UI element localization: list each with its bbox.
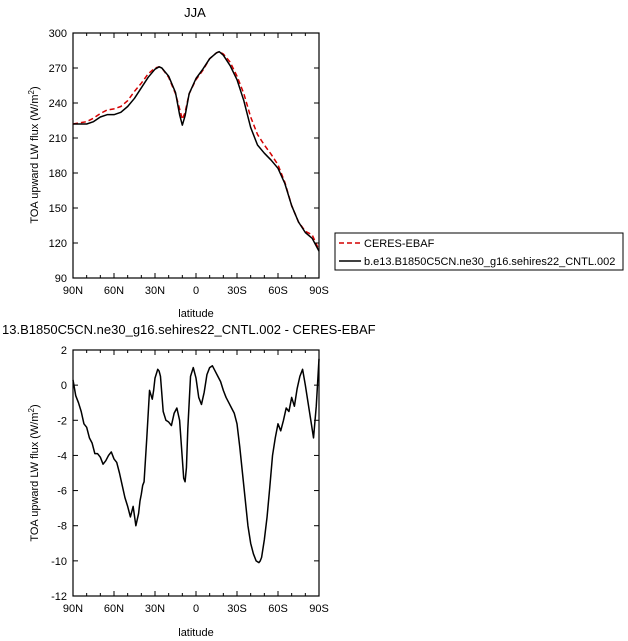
top-plot-x-label: latitude (178, 308, 213, 320)
top-series-line-0 (72, 50, 320, 251)
legend-label-ceres: CERES-EBAF (364, 238, 435, 250)
bottom-plot-y-ticks: -12 -10 -8 -6 -4 -2 0 2 (51, 345, 319, 603)
top-x-tick-label: 60N (104, 285, 124, 297)
legend: CERES-EBAF b.e13.B1850C5CN.ne30_g16.sehi… (334, 232, 624, 271)
bot-x-tick-label: 60N (104, 603, 124, 615)
top-x-tick-label: 30S (227, 285, 247, 297)
top-x-tick-label: 30N (145, 285, 165, 297)
top-y-tick-label: 210 (49, 133, 67, 145)
top-plot: JJA 90 120 150 180 210 240 270 300 90N 60N 30N 0 30… (27, 5, 329, 320)
top-x-tick-label: 60S (268, 285, 288, 297)
top-y-tick-label: 150 (49, 203, 67, 215)
bottom-plot-y-label: TOA upward LW flux (W/m2) (27, 404, 41, 541)
top-plot-y-ticks: 90 120 150 180 210 240 270 300 (49, 28, 319, 285)
top-plot-y-label: TOA upward LW flux (W/m2) (27, 86, 41, 223)
bot-x-tick-label: 90N (63, 603, 83, 615)
bot-y-tick-label: -10 (51, 556, 67, 568)
top-y-tick-label: 240 (49, 98, 67, 110)
bottom-plot-x-ticks: 90N 60N 30N 0 30S 60S 90S (63, 350, 329, 615)
bottom-plot: 13.B1850C5CN.ne30_g16.sehires22_CNTL.002… (2, 322, 376, 639)
bot-y-tick-label: -6 (57, 486, 67, 498)
bottom-plot-frame (72, 349, 320, 597)
bot-y-tick-label: -2 (57, 415, 67, 427)
top-plot-frame (72, 32, 320, 279)
top-x-tick-label: 90S (309, 285, 329, 297)
legend-label-model: b.e13.B1850C5CN.ne30_g16.sehires22_CNTL.… (364, 256, 615, 268)
bot-x-tick-label: 60S (268, 603, 288, 615)
top-series-line-1 (73, 50, 320, 252)
bot-series-line-0 (72, 358, 320, 564)
bot-y-tick-label: 0 (61, 380, 67, 392)
bot-y-tick-label: -4 (57, 450, 67, 462)
top-y-tick-label: 180 (49, 168, 67, 180)
bot-x-tick-label: 0 (193, 603, 199, 615)
bot-y-tick-label: -12 (51, 591, 67, 603)
top-y-tick-label: 120 (49, 238, 67, 250)
bottom-plot-series (72, 358, 320, 564)
top-plot-series (72, 50, 320, 252)
top-y-tick-label: 270 (49, 63, 67, 75)
top-plot-x-ticks: 90N 60N 30N 0 30S 60S 90S (63, 33, 329, 297)
bottom-plot-x-label: latitude (178, 627, 213, 639)
bot-y-tick-label: 2 (61, 345, 67, 357)
bottom-plot-title: 13.B1850C5CN.ne30_g16.sehires22_CNTL.002… (2, 322, 376, 337)
bot-x-tick-label: 30S (227, 603, 247, 615)
top-y-tick-label: 300 (49, 28, 67, 40)
top-plot-title: JJA (184, 5, 206, 20)
top-x-tick-label: 90N (63, 285, 83, 297)
bot-y-tick-label: -8 (57, 521, 67, 533)
legend-box (334, 232, 624, 271)
top-x-tick-label: 0 (193, 285, 199, 297)
bot-x-tick-label: 30N (145, 603, 165, 615)
top-y-tick-label: 90 (55, 273, 67, 285)
bot-x-tick-label: 90S (309, 603, 329, 615)
